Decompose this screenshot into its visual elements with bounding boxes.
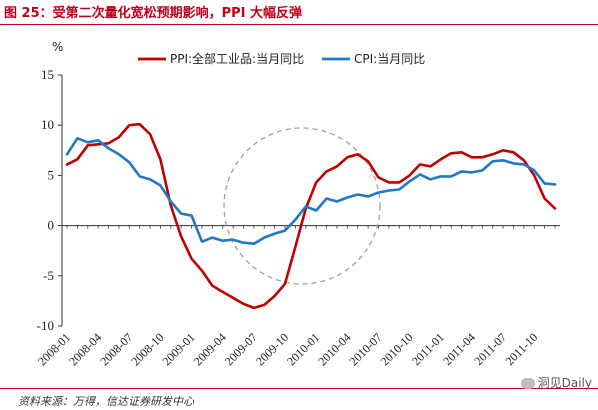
x-tick-label: 2008-04 xyxy=(66,330,104,368)
chart-legend: PPI:全部工业品:当月同比 CPI:当月同比 xyxy=(138,51,425,66)
chart-series-lines xyxy=(65,122,557,310)
y-tick-label: 0 xyxy=(48,218,55,233)
x-tick-label: 2009-07 xyxy=(222,330,260,368)
x-tick-label: 2011-01 xyxy=(409,330,447,368)
source-note: 资料来源：万得，信达证券研发中心 xyxy=(18,395,194,408)
highlight-annotation xyxy=(223,127,381,285)
x-tick-label: 2011-04 xyxy=(440,330,478,368)
x-tick-label: 2009-10 xyxy=(253,330,291,368)
line-chart: -10-50510152008-012008-042008-072008-102… xyxy=(35,51,560,368)
legend-label-ppi: PPI:全部工业品:当月同比 xyxy=(170,51,304,66)
x-tick-label: 2010-04 xyxy=(315,330,353,368)
x-tick-label: 2010-01 xyxy=(284,330,322,368)
y-tick-label: -10 xyxy=(37,318,54,333)
x-tick-label: 2010-10 xyxy=(378,330,416,368)
series-line-ppi xyxy=(65,122,557,310)
legend-label-cpi: CPI:当月同比 xyxy=(354,52,425,66)
wechat-icon xyxy=(520,378,535,389)
highlight-dashed-circle xyxy=(223,127,381,285)
x-tick-label: 2011-10 xyxy=(502,330,540,368)
x-tick-label: 2008-07 xyxy=(97,330,135,368)
x-tick-label: 2010-07 xyxy=(346,330,384,368)
x-tick-label: 2008-10 xyxy=(128,330,166,368)
x-tick-label: 2009-04 xyxy=(191,330,229,368)
watermark: 洞见Daily xyxy=(520,374,592,391)
x-tick-label: 2011-07 xyxy=(471,330,509,368)
series-line-cpi xyxy=(65,137,557,245)
y-tick-label: 10 xyxy=(41,117,54,132)
y-tick-label: 15 xyxy=(41,67,54,82)
x-tick-label: 2009-01 xyxy=(160,330,198,368)
watermark-text: 洞见Daily xyxy=(537,376,592,390)
source-divider xyxy=(0,388,598,389)
figure-title-bar: 图 25：受第二次量化宽松预期影响，PPI 大幅反弹 xyxy=(0,0,598,25)
y-tick-label: -5 xyxy=(43,268,54,283)
figure-title: 图 25：受第二次量化宽松预期影响，PPI 大幅反弹 xyxy=(4,6,303,21)
y-axis-unit-label: % xyxy=(52,40,64,54)
x-tick-label: 2008-01 xyxy=(35,330,73,368)
y-tick-label: 5 xyxy=(48,167,55,182)
